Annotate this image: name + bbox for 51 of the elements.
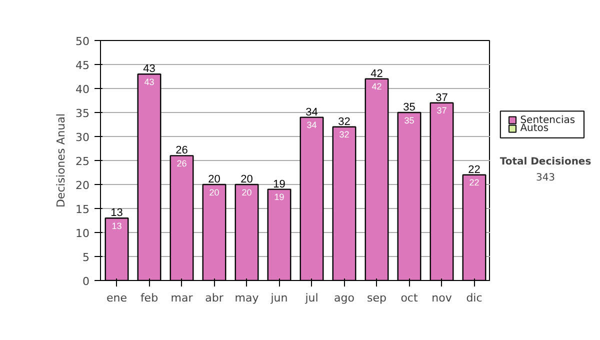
- total-label: 43: [143, 63, 156, 76]
- y-tick-label: 15: [76, 203, 90, 216]
- total-label: 22: [468, 164, 480, 176]
- x-tick-label: feb: [140, 292, 158, 304]
- x-tick-label: sep: [367, 292, 387, 304]
- y-tick-label: 30: [76, 131, 90, 144]
- y-tick-label: 20: [76, 179, 90, 192]
- data-label: 13: [112, 220, 122, 231]
- total-label: 19: [273, 178, 286, 190]
- data-label: 26: [176, 158, 187, 169]
- y-axis-title: Decisiones Anual: [54, 113, 68, 208]
- text: Total Decisiones: [500, 156, 592, 168]
- legend-label: Autos: [520, 123, 549, 134]
- y-tick-label: 10: [76, 227, 90, 240]
- data-label: 32: [339, 130, 350, 140]
- data-label: 20: [242, 187, 252, 198]
- x-tick-label: dic: [466, 292, 482, 304]
- y-tick-label: 5: [82, 251, 90, 264]
- data-label: 35: [404, 115, 414, 126]
- y-tick-label: 35: [76, 107, 90, 120]
- y-tick-label: 0: [82, 275, 90, 288]
- data-label: 34: [306, 120, 317, 130]
- y-tick-label: 25: [76, 155, 90, 168]
- x-tick-label: may: [234, 292, 260, 304]
- text: 343: [536, 172, 556, 184]
- x-tick-label: oct: [400, 292, 418, 304]
- x-tick-label: nov: [432, 292, 452, 304]
- x-tick-label: jul: [304, 292, 318, 304]
- data-label: 20: [209, 187, 220, 198]
- data-label: 37: [436, 106, 447, 116]
- data-label: 19: [274, 192, 284, 202]
- x-tick-label: ago: [334, 292, 355, 304]
- total-label: 34: [306, 106, 318, 118]
- x-tick-label: jun: [270, 292, 288, 304]
- total-label: 42: [370, 68, 383, 80]
- total-label: 20: [240, 174, 253, 186]
- data-label: 43: [144, 76, 154, 87]
- total-label: 13: [110, 207, 123, 220]
- data-label: 22: [469, 178, 480, 188]
- total-label: 32: [338, 116, 350, 128]
- x-tick-label: mar: [170, 292, 194, 304]
- y-tick-label: 50: [76, 35, 90, 48]
- total-label: 37: [436, 92, 448, 104]
- y-tick-label: 45: [76, 59, 90, 72]
- x-tick-label: abr: [205, 292, 224, 304]
- x-tick-label: ene: [106, 292, 128, 304]
- total-label: 26: [176, 144, 188, 157]
- y-tick-label: 40: [76, 83, 90, 96]
- total-label: 35: [403, 102, 416, 114]
- total-label: 20: [208, 174, 220, 186]
- data-label: 42: [372, 82, 382, 92]
